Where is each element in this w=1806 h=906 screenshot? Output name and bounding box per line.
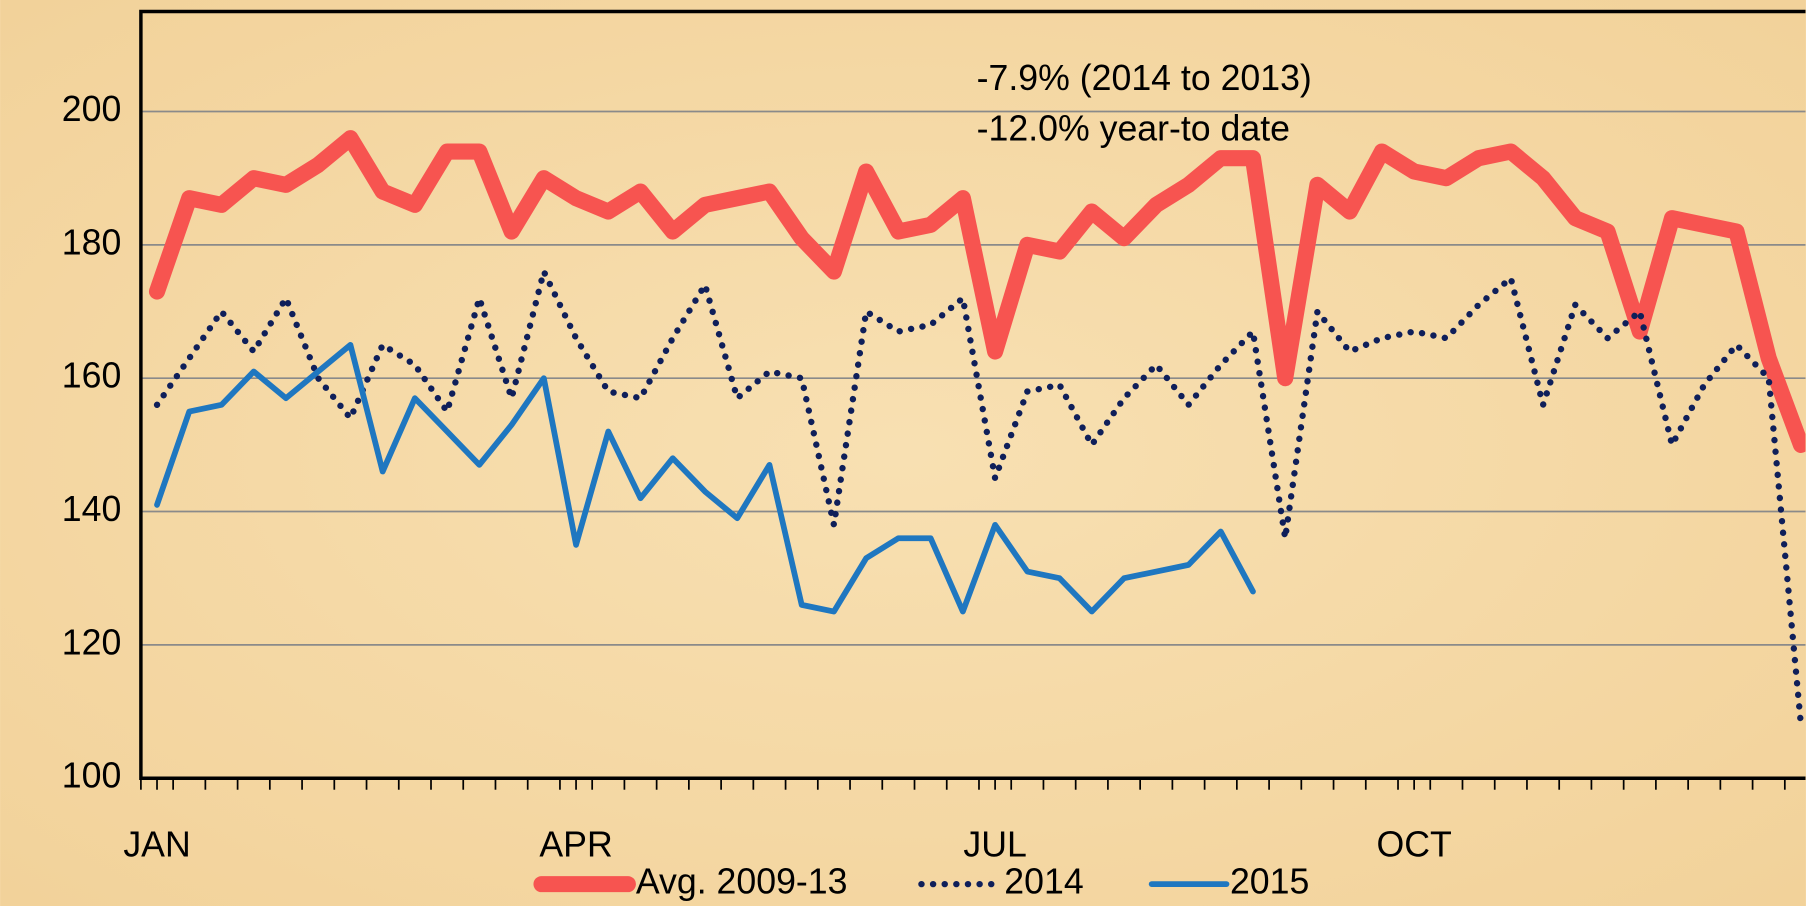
series-line — [154, 341, 1256, 615]
legend-label: Avg. 2009-13 — [636, 862, 848, 902]
series-line — [153, 268, 1805, 729]
y-tick-label: 100 — [62, 756, 122, 796]
y-tick-label: 140 — [62, 489, 122, 529]
annotation: -7.9% (2014 to 2013) — [977, 58, 1312, 98]
y-tick-label: 120 — [62, 622, 122, 662]
x-tick-label: JAN — [123, 825, 190, 865]
x-tick-label: JUL — [963, 825, 1026, 865]
y-tick-label: 160 — [62, 356, 122, 396]
plot-area — [139, 9, 1806, 790]
legend-label: 2014 — [1004, 862, 1083, 902]
y-tick-label: 180 — [62, 222, 122, 262]
legend-label: 2015 — [1230, 862, 1309, 902]
x-tick-label: OCT — [1376, 825, 1451, 865]
y-tick-label: 200 — [62, 89, 122, 129]
plot-border — [139, 9, 1806, 780]
x-tick-label: APR — [539, 825, 612, 865]
annotation: -12.0% year-to date — [977, 109, 1290, 149]
series-line — [148, 130, 1806, 453]
